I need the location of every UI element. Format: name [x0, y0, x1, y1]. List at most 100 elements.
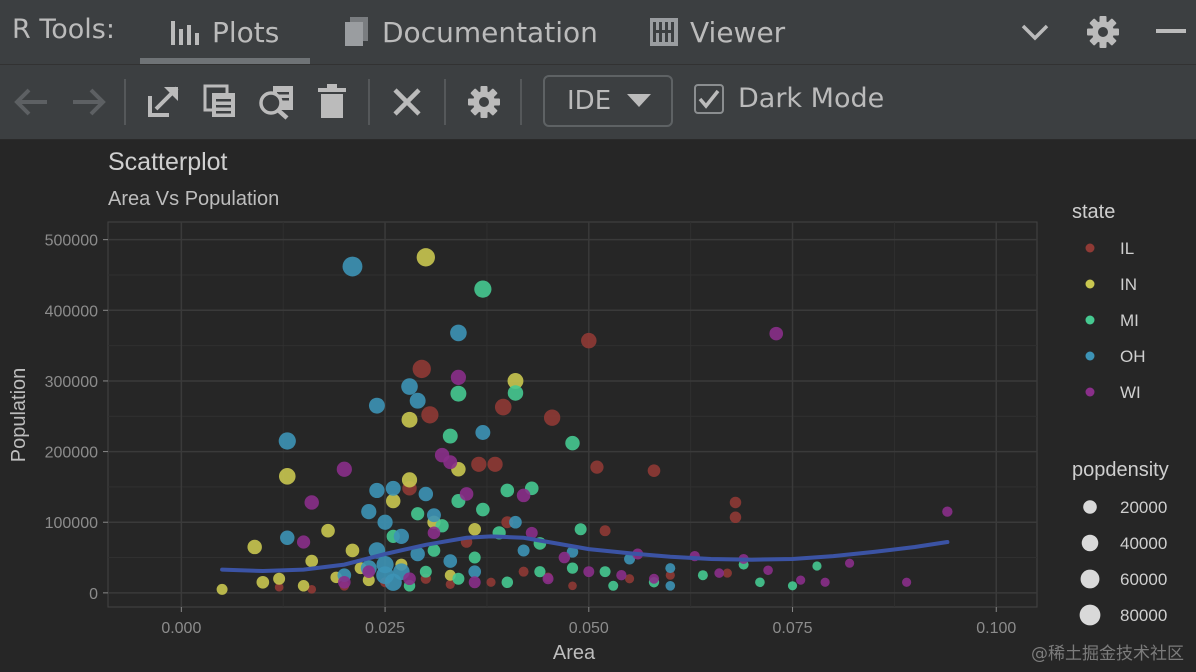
data-point-wi [583, 566, 595, 578]
data-point-in [305, 554, 319, 568]
data-point-il [722, 568, 732, 578]
data-point-wi [616, 570, 627, 581]
delete-button[interactable] [316, 82, 348, 120]
data-point-wi [336, 461, 352, 477]
minimize-button[interactable] [1156, 0, 1186, 64]
dark-mode-label: Dark Mode [738, 83, 885, 114]
tabs-dropdown-button[interactable] [1020, 0, 1050, 64]
legend-size-key [1083, 500, 1097, 514]
data-point-oh [409, 392, 426, 409]
window-settings-button[interactable] [1086, 0, 1120, 64]
data-point-mi [500, 483, 515, 498]
clear-all-button[interactable] [390, 85, 424, 119]
y-tick-label: 100000 [45, 515, 98, 532]
data-point-oh [278, 432, 296, 450]
export-button[interactable] [146, 83, 182, 119]
data-point-wi [844, 558, 855, 568]
smooth-trend-line [220, 534, 950, 574]
data-point-mi [442, 428, 458, 444]
data-point-wi [820, 577, 830, 587]
dark-mode-checkbox[interactable] [694, 83, 724, 114]
legend-key-mi [1085, 315, 1095, 325]
tab-viewer[interactable]: Viewer [650, 0, 785, 64]
data-point-in [507, 372, 524, 389]
legend-label-il: IL [1120, 239, 1134, 258]
data-point-wi [525, 526, 538, 539]
back-button[interactable] [12, 85, 50, 119]
display-mode-value: IDE [567, 86, 612, 116]
data-point-oh [475, 425, 491, 440]
legend-key-in [1085, 279, 1095, 289]
smooth-line-group [220, 534, 950, 574]
tab-documentation-label: Documentation [382, 15, 598, 49]
data-point-oh [342, 256, 363, 277]
arrow-left-icon [14, 88, 47, 116]
data-point-il [307, 585, 317, 594]
data-point-oh [468, 565, 482, 578]
copy-icon [203, 84, 235, 117]
x-axis: 0.000 0.025 0.050 0.075 0.100 [161, 607, 1016, 637]
display-mode-dropdown[interactable]: IDE [543, 75, 673, 127]
data-point-mi [411, 507, 425, 521]
data-point-mi [787, 581, 798, 591]
zoom-plot-button[interactable] [256, 83, 296, 121]
data-point-oh [426, 508, 441, 523]
data-point-il [486, 577, 496, 587]
data-point-il [590, 460, 604, 474]
y-tick-label: 200000 [45, 445, 98, 462]
data-point-il [729, 496, 742, 509]
data-point-in [401, 472, 418, 488]
data-point-in [278, 468, 296, 485]
data-point-wi [558, 551, 571, 564]
data-point-oh [393, 528, 409, 544]
data-point-mi [574, 523, 587, 536]
data-point-in [385, 493, 401, 509]
data-point-wi [714, 568, 724, 578]
tab-plots-label: Plots [212, 15, 280, 49]
document-icon [344, 17, 370, 47]
data-point-mi [450, 385, 467, 402]
data-point-oh [368, 397, 385, 414]
data-point-mi [474, 280, 492, 298]
data-point-wi [403, 572, 416, 586]
data-point-oh [418, 486, 434, 502]
data-point-mi [534, 566, 546, 578]
data-point-in [401, 411, 418, 428]
active-tab-indicator [140, 58, 310, 64]
data-point-mi [501, 576, 514, 589]
tool-window-header: R Tools: Plots Documentation Viewer [0, 0, 1196, 65]
chart-subtitle: Area Vs Population [108, 188, 279, 210]
tab-documentation[interactable]: Documentation [344, 0, 598, 64]
legend-size-key [1080, 569, 1100, 589]
data-point-oh [450, 324, 467, 342]
x-tick-label: 0.100 [976, 620, 1016, 637]
toolbar-separator [520, 79, 522, 125]
tab-viewer-label: Viewer [690, 15, 786, 49]
data-point-mi [697, 570, 708, 581]
y-tick-label: 300000 [45, 374, 98, 391]
dark-mode-toggle[interactable]: Dark Mode [694, 83, 884, 114]
data-point-il [445, 579, 455, 589]
copy-button[interactable] [202, 83, 238, 119]
data-point-wi [296, 535, 311, 549]
data-point-il [729, 511, 742, 524]
legend-size-label: 80000 [1120, 606, 1167, 625]
legend-size-label: 20000 [1120, 498, 1167, 517]
data-point-mi [452, 572, 465, 585]
y-axis: 0 100000 200000 300000 400000 500000 [45, 233, 108, 603]
data-point-wi [450, 369, 467, 386]
scatterplot-chart: Scatterplot Area Vs Population 0.000 0.02… [8, 148, 1169, 664]
data-point-oh [401, 378, 418, 395]
chevron-down-icon [1021, 24, 1049, 41]
forward-button[interactable] [70, 85, 108, 119]
grid-lines [108, 222, 1037, 607]
data-point-il [543, 409, 561, 426]
tab-plots[interactable]: Plots [170, 0, 279, 64]
data-point-mi [755, 577, 765, 588]
plot-settings-button[interactable] [466, 84, 502, 120]
data-point-il [412, 359, 431, 379]
data-point-wi [763, 565, 773, 576]
data-point-in [273, 572, 286, 585]
data-point-oh [377, 514, 393, 530]
data-point-wi [427, 526, 441, 540]
